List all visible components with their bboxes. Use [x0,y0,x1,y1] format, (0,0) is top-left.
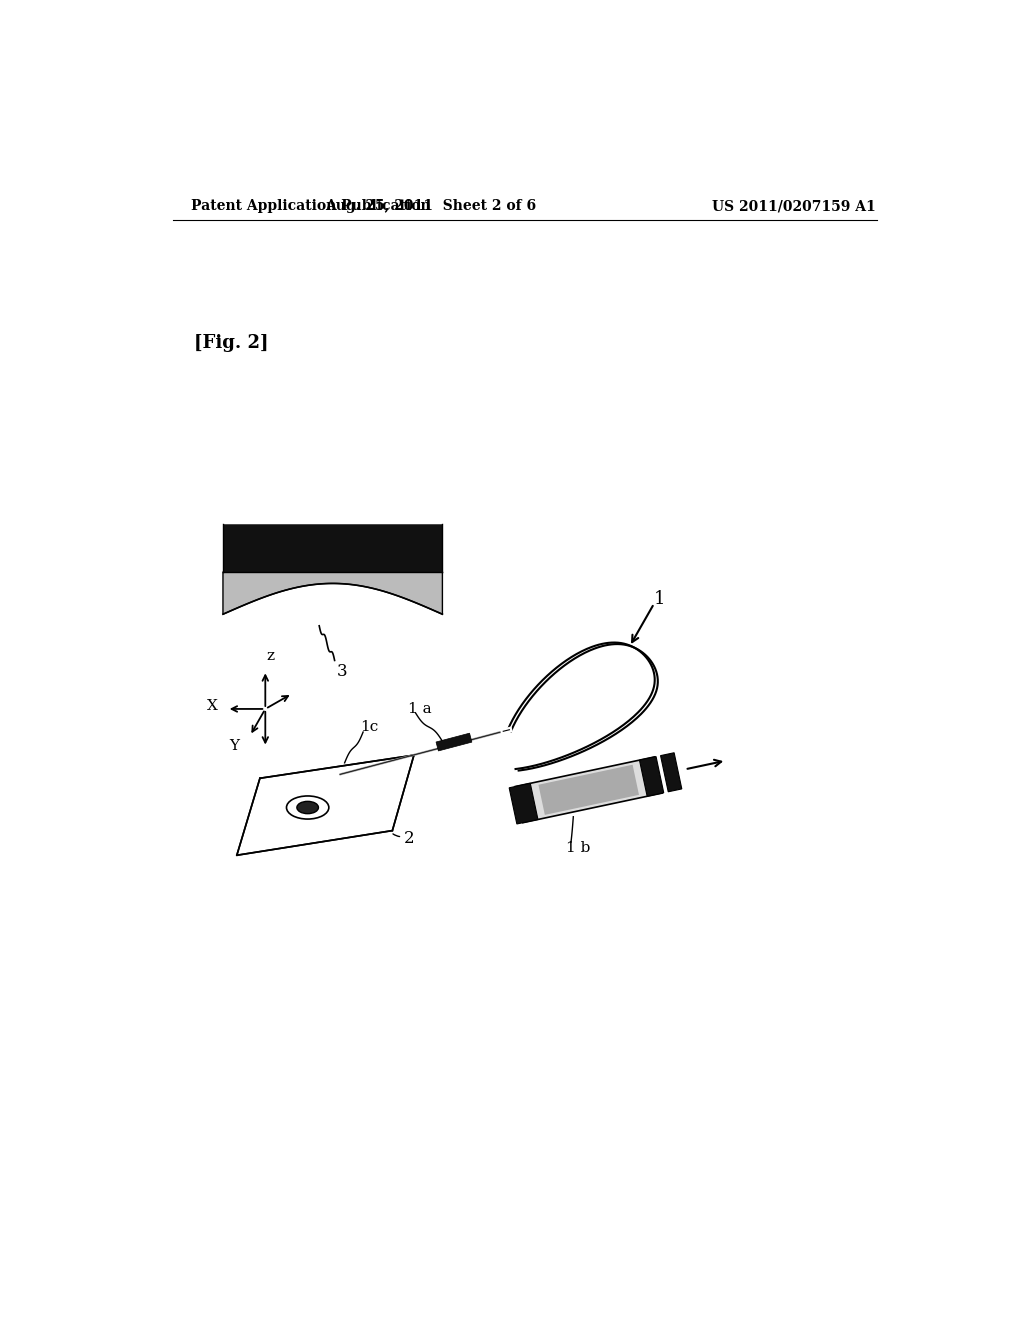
Text: 1 a: 1 a [408,702,431,715]
Bar [660,752,682,792]
Text: [Fig. 2]: [Fig. 2] [194,334,268,352]
Text: 1c: 1c [360,719,378,734]
Text: Aug. 25, 2011  Sheet 2 of 6: Aug. 25, 2011 Sheet 2 of 6 [326,199,537,213]
Bar [539,764,639,814]
Ellipse shape [297,801,318,813]
Bar [509,783,538,824]
Text: 1: 1 [654,590,666,607]
Text: 3: 3 [337,664,347,681]
Text: US 2011/0207159 A1: US 2011/0207159 A1 [712,199,876,213]
Text: X: X [207,698,217,713]
Text: 2: 2 [403,830,415,847]
Text: Y: Y [229,739,240,752]
Bar [223,524,442,572]
Bar [639,756,664,796]
Polygon shape [223,572,442,614]
Text: z: z [267,648,274,663]
FancyBboxPatch shape [436,733,472,751]
Bar [515,756,663,822]
Text: Patent Application Publication: Patent Application Publication [190,199,430,213]
Text: 1 b: 1 b [565,841,590,854]
Ellipse shape [287,796,329,818]
Polygon shape [237,755,414,855]
